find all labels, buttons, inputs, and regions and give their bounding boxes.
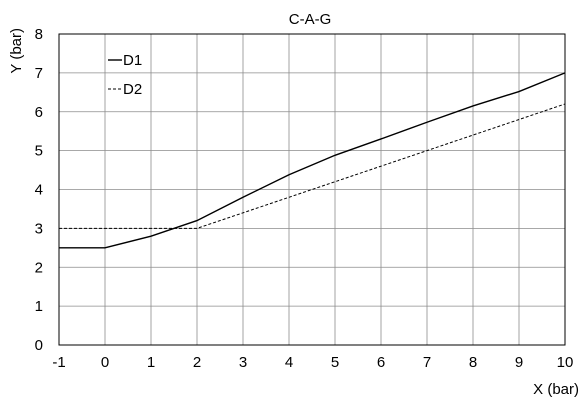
series-line-d2: [59, 103, 566, 229]
y-axis-label: Y (bar): [8, 28, 25, 74]
series-layer: [59, 72, 566, 249]
x-tick-label: 0: [101, 354, 109, 371]
legend-label-d1: D1: [123, 52, 142, 69]
y-tick-label: 0: [35, 337, 43, 354]
legend-label-d2: D2: [123, 81, 142, 98]
x-tick-label: 5: [331, 354, 339, 371]
x-tick-label: 6: [377, 354, 385, 371]
x-tick-labels: -1 0 1 2 3 4 5 6 7 8 9 10: [52, 354, 573, 371]
x-tick-label: 2: [193, 354, 201, 371]
x-tick-label: -1: [52, 354, 65, 371]
y-tick-label: 7: [35, 65, 43, 82]
x-tick-label: 7: [423, 354, 431, 371]
y-tick-label: 4: [35, 182, 43, 199]
plot-frame: [58, 33, 566, 346]
x-tick-label: 3: [239, 354, 247, 371]
x-tick-label: 9: [515, 354, 523, 371]
series-line-d1: [59, 72, 566, 249]
y-tick-label: 1: [35, 298, 43, 315]
x-tick-label: 1: [147, 354, 155, 371]
y-tick-label: 8: [35, 26, 43, 43]
legend: D1 D2: [108, 52, 142, 98]
y-tick-label: 6: [35, 104, 43, 121]
chart-title: C-A-G: [289, 11, 332, 28]
x-axis-label: X (bar): [533, 381, 579, 398]
y-tick-label: 3: [35, 220, 43, 237]
y-tick-label: 5: [35, 143, 43, 160]
x-tick-label: 4: [285, 354, 293, 371]
x-tick-label: 10: [557, 354, 574, 371]
y-tick-label: 2: [35, 259, 43, 276]
x-tick-label: 8: [469, 354, 477, 371]
y-tick-labels: 0 1 2 3 4 5 6 7 8: [35, 26, 43, 354]
